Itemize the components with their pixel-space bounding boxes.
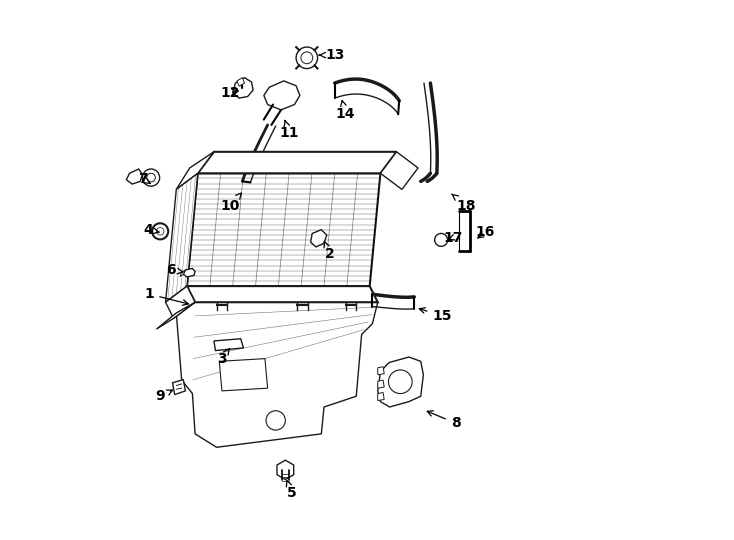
Polygon shape — [166, 173, 197, 302]
Circle shape — [266, 411, 286, 430]
Polygon shape — [378, 357, 424, 407]
Circle shape — [156, 227, 164, 235]
Text: 14: 14 — [335, 100, 355, 121]
Text: 1: 1 — [145, 287, 189, 305]
Text: 9: 9 — [156, 389, 172, 403]
Polygon shape — [176, 152, 214, 190]
Polygon shape — [176, 302, 378, 447]
Polygon shape — [378, 393, 384, 401]
Polygon shape — [380, 152, 418, 190]
Text: 6: 6 — [166, 263, 183, 277]
Polygon shape — [184, 268, 195, 277]
Circle shape — [296, 47, 318, 69]
Text: 7: 7 — [138, 172, 150, 186]
Circle shape — [388, 370, 412, 394]
Text: 15: 15 — [419, 308, 452, 323]
Polygon shape — [197, 152, 396, 173]
Polygon shape — [219, 359, 268, 391]
Text: 4: 4 — [143, 222, 159, 237]
Polygon shape — [264, 81, 300, 110]
Text: 17: 17 — [443, 231, 462, 245]
Polygon shape — [233, 78, 253, 98]
Circle shape — [142, 169, 159, 186]
Polygon shape — [237, 78, 244, 86]
Text: 18: 18 — [451, 194, 476, 213]
Text: 10: 10 — [220, 193, 241, 213]
Text: 13: 13 — [319, 48, 344, 62]
Circle shape — [147, 173, 156, 182]
Text: 5: 5 — [286, 480, 297, 500]
Polygon shape — [378, 367, 384, 375]
Circle shape — [152, 223, 168, 239]
Polygon shape — [126, 169, 142, 184]
Polygon shape — [277, 460, 294, 480]
Polygon shape — [187, 286, 378, 302]
Text: 2: 2 — [324, 241, 334, 261]
Polygon shape — [180, 270, 186, 276]
Text: 3: 3 — [217, 349, 230, 366]
Polygon shape — [156, 302, 195, 329]
Text: 8: 8 — [427, 411, 460, 430]
Circle shape — [435, 233, 448, 246]
Polygon shape — [172, 380, 186, 395]
Polygon shape — [214, 339, 244, 350]
Polygon shape — [310, 230, 327, 247]
Circle shape — [301, 52, 313, 64]
Polygon shape — [166, 286, 195, 319]
Text: 11: 11 — [280, 120, 299, 140]
Polygon shape — [187, 173, 380, 286]
Polygon shape — [378, 380, 384, 388]
Text: 12: 12 — [220, 86, 240, 100]
Text: 16: 16 — [476, 225, 495, 239]
